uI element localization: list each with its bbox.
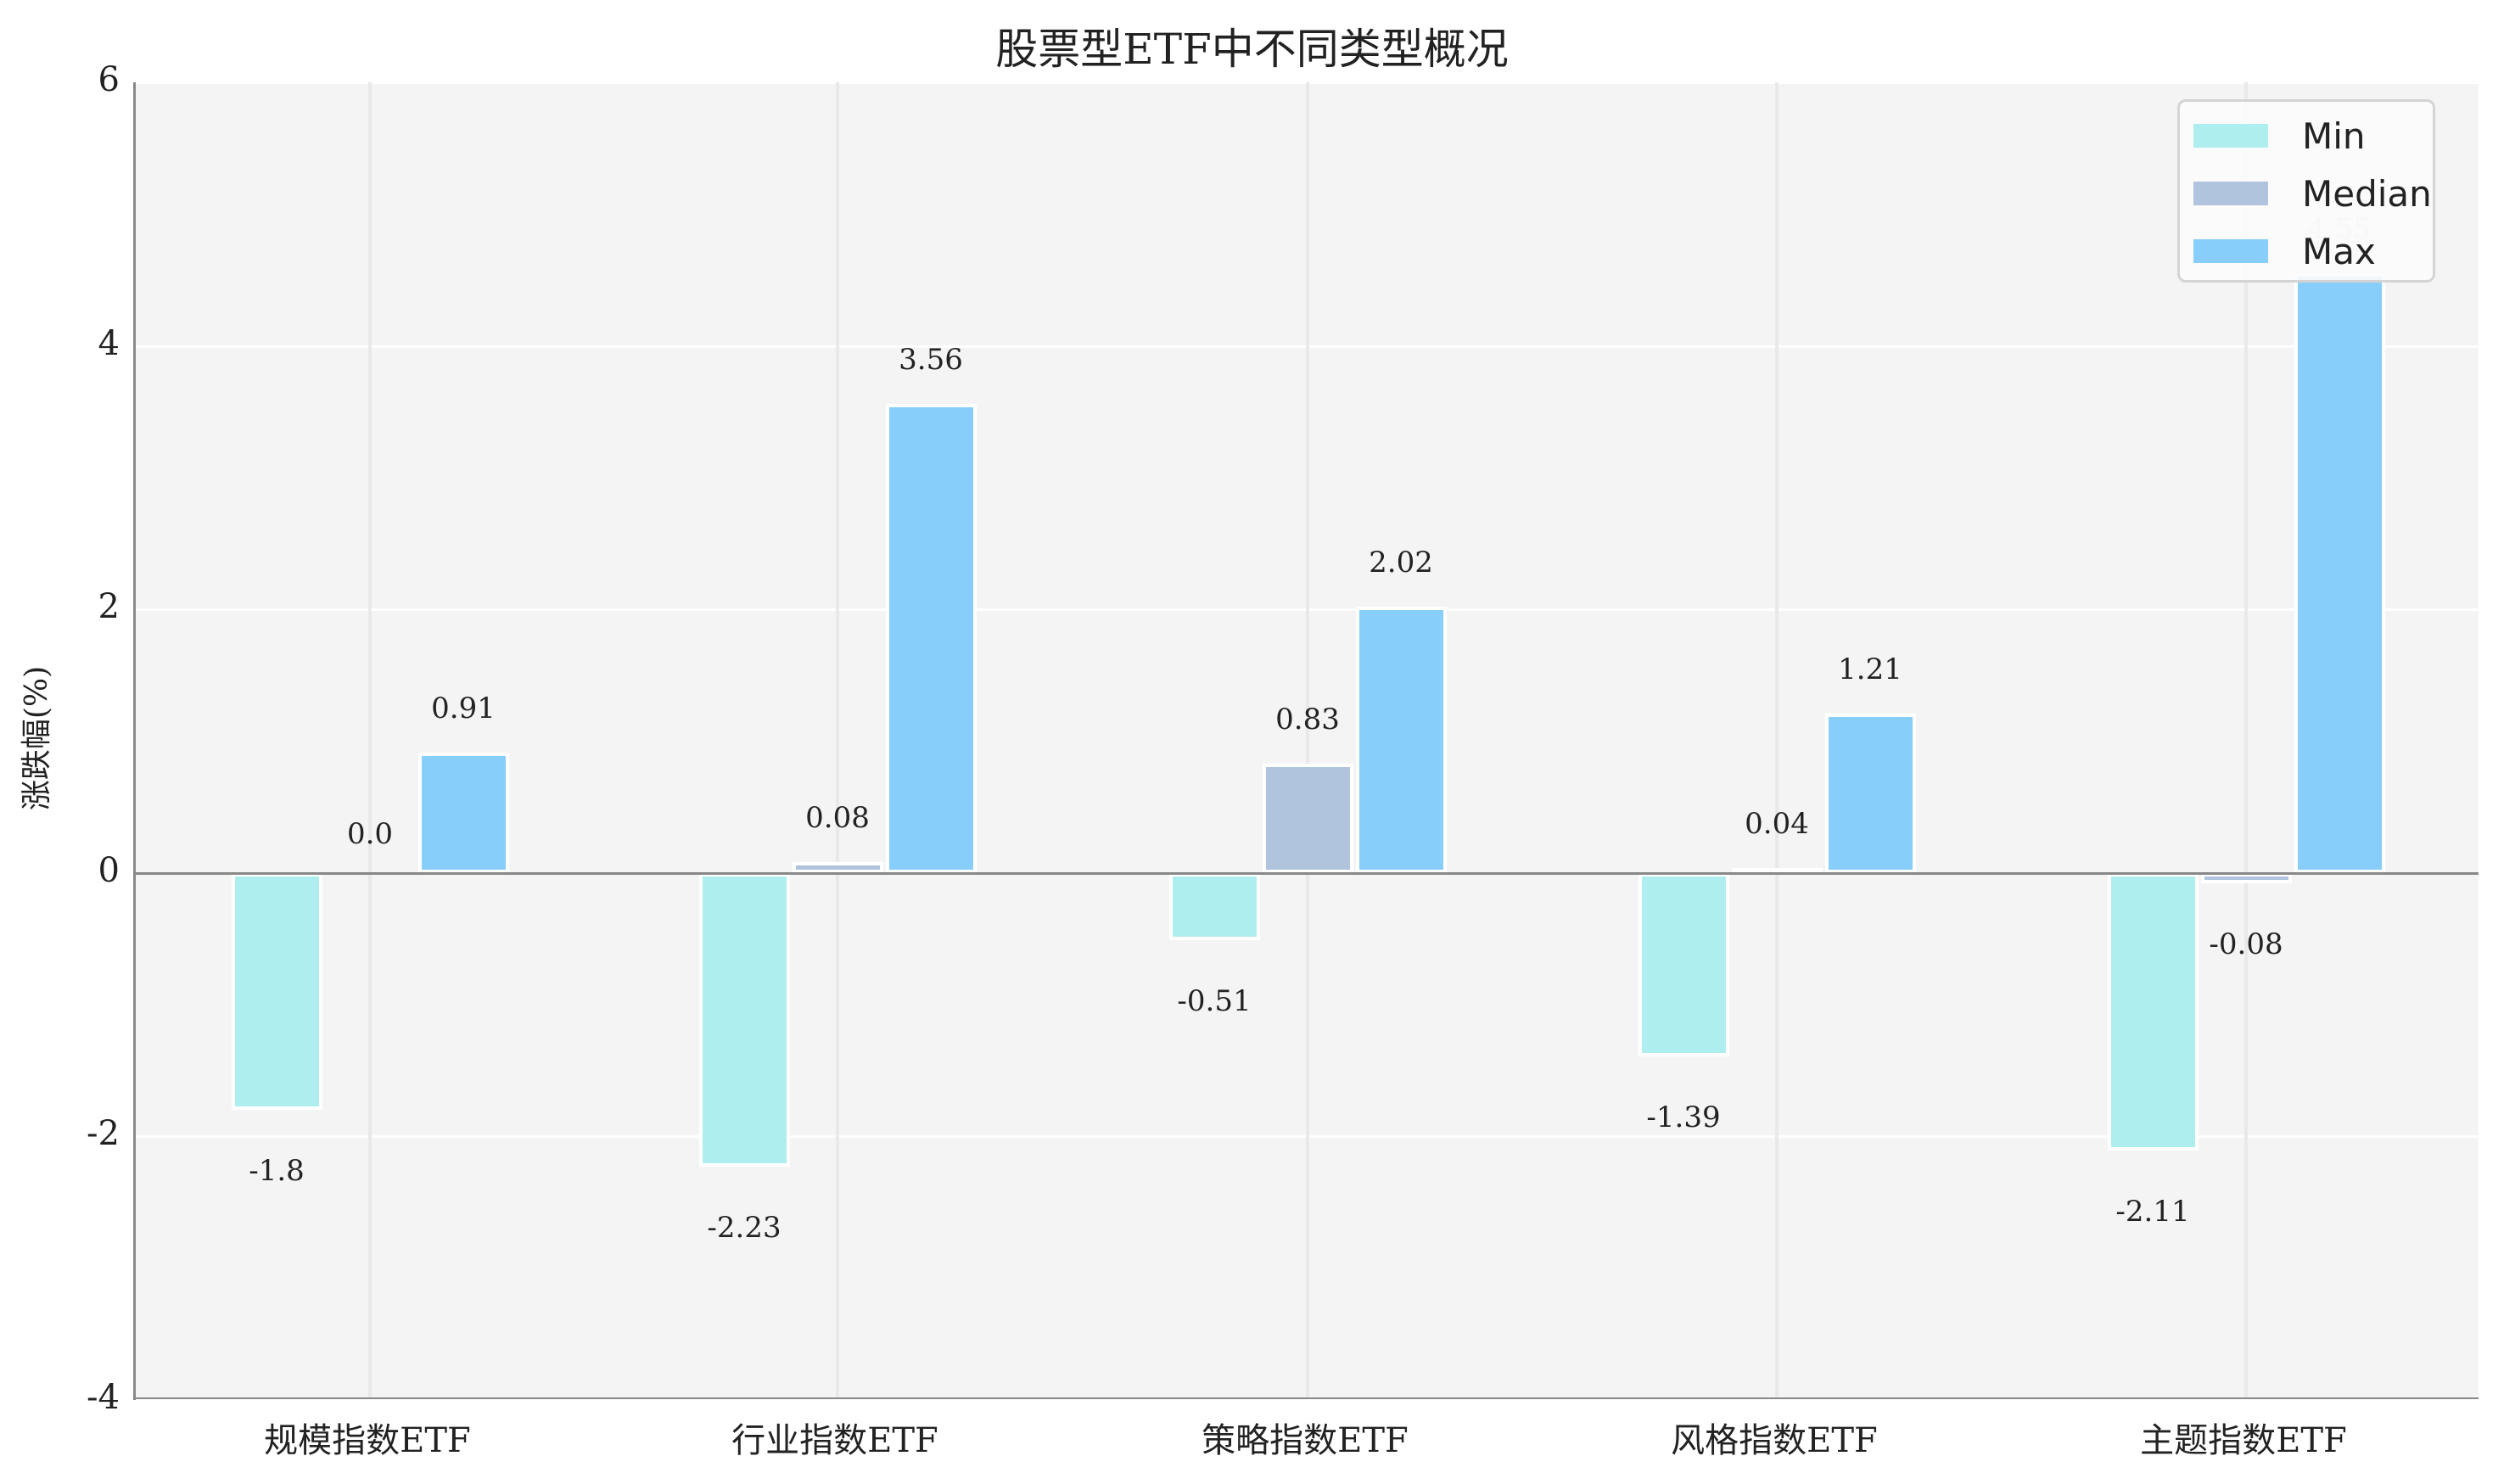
value-label: -2.23 — [707, 1211, 781, 1246]
v-gridline — [368, 82, 372, 1397]
bar-min — [2107, 872, 2199, 1151]
value-label: -1.8 — [249, 1154, 305, 1189]
value-label: 0.91 — [431, 692, 496, 726]
legend-item-min: Min — [2193, 115, 2366, 157]
legend-swatch-median — [2193, 182, 2268, 205]
x-tick-label: 策略指数ETF — [1202, 1421, 1409, 1460]
x-tick-label: 行业指数ETF — [731, 1421, 938, 1460]
y-tick-label: -4 — [87, 1378, 120, 1417]
legend-item-median: Median — [2193, 173, 2432, 215]
value-label: -1.39 — [1646, 1100, 1721, 1134]
x-tick-label: 主题指数ETF — [2140, 1421, 2347, 1460]
value-label: 0.04 — [1745, 806, 1809, 841]
legend-swatch-max — [2193, 239, 2268, 263]
value-label: 1.21 — [1838, 652, 1902, 686]
h-gridline — [136, 1399, 2479, 1402]
legend-label-median: Median — [2302, 172, 2432, 215]
plot-area: -1.8 0.0 0.91 -2.23 0.08 3.56 -0.51 0.83 2.02 -1.… — [133, 81, 2479, 1402]
bar-median — [1262, 763, 1353, 873]
legend: Min Median Max — [2177, 99, 2435, 283]
v-gridline — [2244, 82, 2248, 1397]
zero-line — [136, 871, 2479, 875]
value-label: 0.08 — [805, 801, 870, 836]
value-label: 0.83 — [1275, 702, 1340, 736]
bar-max — [1824, 713, 1916, 873]
bar-min — [698, 872, 790, 1168]
y-axis-label: 涨跌幅(%) — [20, 665, 54, 811]
legend-label-max: Max — [2302, 230, 2376, 272]
chart-title: 股票型ETF中不同类型概况 — [995, 25, 1509, 74]
y-tick-label: 2 — [98, 587, 120, 627]
y-tick-label: 6 — [98, 60, 120, 99]
bar-median — [792, 862, 883, 873]
y-tick-label: -2 — [87, 1114, 120, 1154]
legend-swatch-min — [2193, 124, 2268, 148]
x-tick-label: 风格指数ETF — [1671, 1421, 1878, 1460]
x-tick-label: 规模指数ETF — [264, 1421, 471, 1460]
bar-min — [231, 872, 322, 1111]
value-label: 2.02 — [1369, 546, 1433, 580]
bar-max — [885, 403, 977, 873]
bar-max — [2294, 273, 2385, 873]
legend-item-max: Max — [2193, 231, 2376, 272]
legend-label-min: Min — [2302, 115, 2366, 157]
bar-max — [417, 753, 509, 873]
value-label: 3.56 — [899, 342, 963, 377]
y-tick-label: 0 — [98, 850, 120, 890]
bar-median — [2200, 872, 2292, 884]
bar-min — [1168, 872, 1260, 940]
value-label: -0.08 — [2209, 927, 2283, 962]
value-label: 0.0 — [346, 816, 394, 851]
value-label: -0.51 — [1177, 984, 1252, 1018]
v-gridline — [1306, 82, 1309, 1397]
bar-min — [1638, 872, 1729, 1056]
value-label: -2.11 — [2115, 1195, 2190, 1229]
v-gridline — [1775, 82, 1779, 1397]
y-tick-label: 4 — [98, 323, 120, 363]
v-gridline — [836, 82, 839, 1397]
bar-max — [1355, 607, 1447, 873]
